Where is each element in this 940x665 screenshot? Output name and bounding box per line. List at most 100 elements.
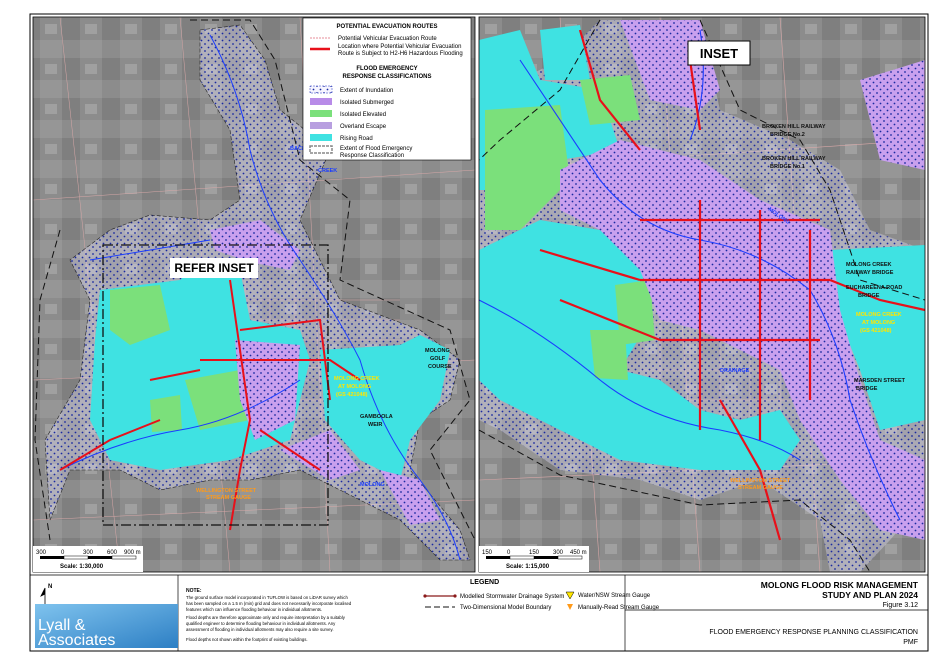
legend-title: POTENTIAL EVACUATION ROUTES bbox=[336, 24, 437, 30]
overview-map-feature bbox=[210, 220, 440, 525]
footer-legend-symbols-feature bbox=[423, 594, 427, 598]
overview-map bbox=[33, 17, 475, 572]
scale-tick: 0 bbox=[61, 550, 65, 556]
place-label: BRIDGE bbox=[858, 293, 880, 299]
scale-tick: 300 bbox=[36, 550, 47, 556]
inset-map-feature-feature bbox=[640, 200, 830, 440]
legend-box bbox=[302, 17, 472, 161]
overview-map-feature bbox=[110, 285, 250, 432]
overview-map-feature-feature bbox=[200, 359, 361, 381]
scale-bar-feature bbox=[486, 556, 510, 559]
place-label: MOLONG bbox=[425, 348, 450, 354]
gauge-label: (GS 421048) bbox=[860, 328, 892, 334]
overview-map-feature-feature bbox=[239, 318, 331, 401]
footer-legend-symbols-feature bbox=[453, 594, 457, 598]
legend-box-feature bbox=[309, 145, 333, 154]
scale-bar bbox=[40, 555, 137, 560]
creek-label: CREEK bbox=[318, 168, 337, 174]
study-title: STUDY AND PLAN 2024 bbox=[822, 590, 918, 600]
event: PMF bbox=[903, 639, 918, 646]
footer-legend-symbols-feature bbox=[565, 591, 575, 600]
place-label: BROKEN HILL RAILWAY bbox=[762, 124, 826, 130]
inset-map-feature-feature bbox=[519, 59, 901, 521]
overview-map-feature bbox=[102, 244, 329, 526]
scale-text: Scale: 1:15,000 bbox=[506, 564, 550, 570]
gauge-label: AT MOLONG bbox=[338, 384, 371, 390]
inset-map bbox=[479, 17, 925, 572]
inset-map-feature bbox=[830, 245, 925, 430]
place-label: MARSDEN STREET bbox=[854, 378, 906, 384]
note-text: has been sampled on a 1.5 m (min) grid a… bbox=[186, 601, 352, 606]
scale-bar bbox=[486, 555, 583, 560]
overview-map-feature bbox=[34, 19, 475, 541]
legend-title: LEGEND bbox=[470, 579, 499, 586]
place-label: COURSE bbox=[428, 364, 452, 370]
creek-label: MOLONG bbox=[360, 482, 385, 488]
legend-label: Isolated Submerged bbox=[340, 100, 394, 106]
overview-map-feature bbox=[59, 279, 361, 531]
inset-title: INSET bbox=[700, 46, 738, 61]
legend-label: Manually-Read Stream Gauge bbox=[578, 605, 660, 611]
creek-label: DRAINAGE bbox=[720, 368, 750, 374]
place-label: BRIDGE No.1 bbox=[770, 164, 805, 170]
scale-bar-feature bbox=[40, 556, 64, 559]
scale-tick: 300 bbox=[83, 550, 94, 556]
scale-bar-feature bbox=[534, 556, 558, 559]
legend-label: Water/NSW Stream Gauge bbox=[578, 593, 651, 599]
legend-label: Route is Subject to H2-H6 Hazardous Floo… bbox=[338, 51, 463, 57]
north-arrow-feature bbox=[35, 604, 178, 648]
place-label: BRIDGE No.2 bbox=[770, 132, 805, 138]
scale-bar-feature bbox=[557, 555, 583, 560]
inset-map-feature bbox=[479, 220, 800, 470]
scale-tick: 900 m bbox=[124, 550, 141, 556]
place-label: WEIR bbox=[368, 422, 382, 428]
legend-label: Overland Escape bbox=[340, 124, 387, 130]
gauge-label: AT MOLONG bbox=[862, 320, 895, 326]
gauge-label: STREAM GAUGE bbox=[206, 495, 251, 501]
scale-tick: 300 bbox=[553, 550, 564, 556]
north-label: N bbox=[48, 584, 52, 590]
gauge-label: (GS 421048) bbox=[336, 392, 368, 398]
legend-label: Modelled Stormwater Drainage System bbox=[460, 594, 564, 600]
scale-bar-feature bbox=[63, 555, 89, 560]
map-border bbox=[32, 16, 476, 573]
legend-label: Rising Road bbox=[340, 136, 373, 142]
legend-title: RESPONSE CLASSIFICATIONS bbox=[343, 74, 432, 80]
legend-box-feature bbox=[310, 122, 332, 129]
inset-map-feature bbox=[479, 19, 925, 572]
logo: Lyall & bbox=[38, 617, 86, 634]
inset-map-feature-feature bbox=[539, 248, 925, 541]
scale-bar-feature bbox=[111, 555, 137, 560]
north-arrow bbox=[35, 587, 178, 648]
legend-label: Response Classification bbox=[340, 153, 404, 159]
scale-tick: 0 bbox=[507, 550, 511, 556]
overview-map-feature-feature bbox=[229, 279, 252, 531]
scale-tick: 450 m bbox=[570, 550, 587, 556]
logo: Associates bbox=[38, 632, 115, 649]
inset-map-feature bbox=[539, 29, 925, 541]
gauge-label: STREAM GAUGE bbox=[738, 485, 783, 491]
north-arrow-feature bbox=[40, 587, 46, 604]
gauge-label: MOLONG CREEK bbox=[856, 312, 902, 318]
creek-label: BACK bbox=[290, 146, 306, 152]
place-label: GAMBOOLA bbox=[360, 414, 393, 420]
inset-map-feature-feature bbox=[578, 29, 702, 151]
place-label: BROKEN HILL RAILWAY bbox=[762, 156, 826, 162]
legend-box-feature bbox=[310, 110, 332, 117]
legend-box-feature bbox=[309, 85, 333, 94]
caption: FLOOD EMERGENCY RESPONSE PLANNING CLASSI… bbox=[709, 629, 918, 636]
note-text: Flood depths are therefore approximate o… bbox=[186, 615, 346, 620]
study-title: MOLONG FLOOD RISK MANAGEMENT bbox=[761, 580, 919, 590]
gauge-label: WELLINGTON STREET bbox=[196, 488, 257, 494]
note-text: The ground surface model incorporated in… bbox=[186, 595, 348, 600]
overview-map-feature-feature bbox=[209, 34, 461, 561]
note-text: features which can influence flooding be… bbox=[186, 607, 322, 612]
legend-box-feature bbox=[310, 98, 332, 105]
legend-label: Two-Dimensional Model Boundary bbox=[460, 605, 551, 611]
label-box bbox=[170, 258, 258, 278]
frame bbox=[29, 13, 929, 652]
footer-legend-symbols bbox=[423, 591, 575, 610]
place-label: MOLONG CREEK bbox=[846, 262, 892, 268]
map-border bbox=[478, 16, 926, 573]
refer-inset: REFER INSET bbox=[174, 261, 254, 275]
